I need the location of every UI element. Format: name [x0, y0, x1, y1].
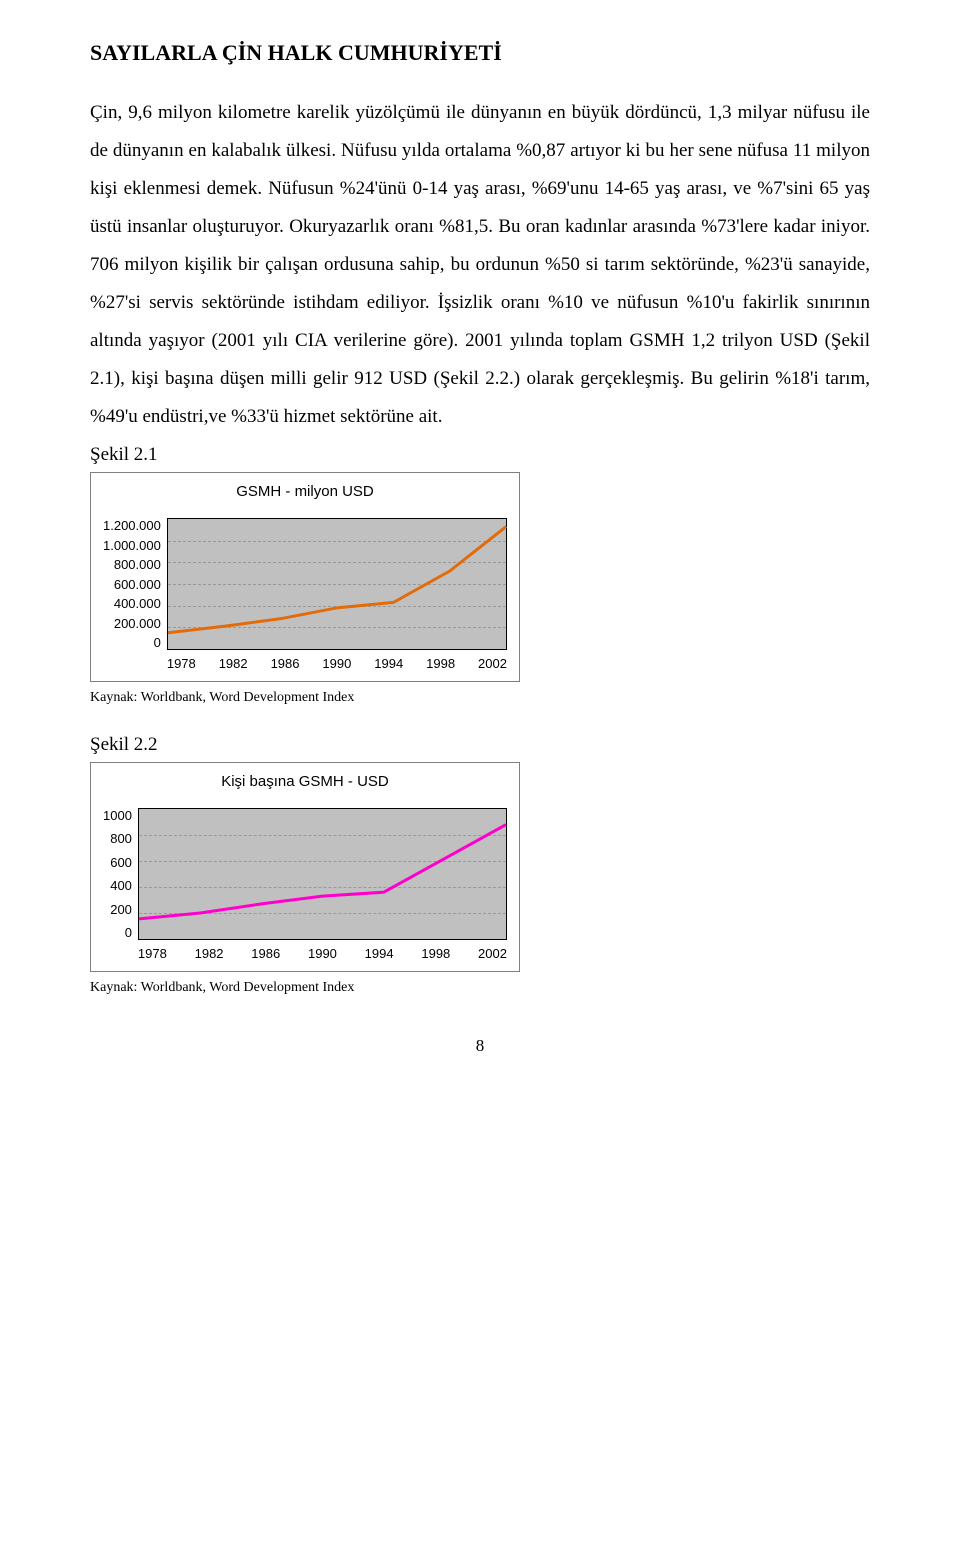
x-tick-label: 1990	[322, 656, 351, 671]
x-tick-label: 2002	[478, 656, 507, 671]
page-title: SAYILARLA ÇİN HALK CUMHURİYETİ	[90, 40, 870, 66]
chart-2-x-axis: 1978 1982 1986 1990 1994 1998 2002	[138, 946, 507, 961]
chart-1-plot-wrap: 1978 1982 1986 1990 1994 1998 2002	[167, 518, 507, 671]
chart-2-area: 10008006004002000 1978198219861990199419…	[103, 808, 507, 961]
chart-2-title: Kişi başına GSMH - USD	[103, 773, 507, 790]
x-tick-label: 2002	[478, 946, 507, 961]
y-tick-label: 1000	[103, 808, 132, 823]
x-tick-label: 1998	[426, 656, 455, 671]
chart-1-box: GSMH - milyon USD 1.200.000 1.000.000 800.…	[90, 472, 520, 682]
chart-2-plot	[138, 808, 507, 940]
x-tick-label: 1982	[195, 946, 224, 961]
chart-2-source: Kaynak: Worldbank, Word Development Inde…	[90, 980, 870, 996]
x-tick-label: 1990	[308, 946, 337, 961]
y-tick-label: 0	[103, 925, 132, 940]
y-tick-label: 200.000	[103, 616, 161, 631]
body-paragraph: Çin, 9,6 milyon kilometre karelik yüzölç…	[90, 94, 870, 436]
data-polyline	[139, 825, 506, 919]
x-tick-label: 1994	[374, 656, 403, 671]
y-tick-label: 0	[103, 635, 161, 650]
figure-label-1: Şekil 2.1	[90, 444, 870, 466]
chart-1-title: GSMH - milyon USD	[103, 483, 507, 500]
y-tick-label: 400	[103, 878, 132, 893]
x-tick-label: 1978	[167, 656, 196, 671]
data-polyline	[168, 527, 506, 633]
x-tick-label: 1978	[138, 946, 167, 961]
chart-1-y-axis: 1.200.000 1.000.000 800.000 600.000 400.000 2…	[103, 518, 167, 650]
chart-1-source: Kaynak: Worldbank, Word Development Inde…	[90, 690, 870, 706]
chart-1-plot	[167, 518, 507, 650]
x-tick-label: 1986	[251, 946, 280, 961]
chart-1-line	[168, 519, 506, 649]
x-tick-label: 1986	[271, 656, 300, 671]
y-tick-label: 1.000.000	[103, 538, 161, 553]
y-tick-label: 400.000	[103, 596, 161, 611]
chart-1-x-axis: 1978 1982 1986 1990 1994 1998 2002	[167, 656, 507, 671]
x-tick-label: 1994	[365, 946, 394, 961]
y-tick-label: 1.200.000	[103, 518, 161, 533]
chart-2-box: Kişi başına GSMH - USD 1000 800 600 400 200 0…	[90, 762, 520, 972]
chart-2-y-axis: 1000 800 600 400 200 0	[103, 808, 138, 940]
chart-2-line	[139, 809, 506, 939]
y-tick-label: 600	[103, 855, 132, 870]
x-tick-label: 1982	[219, 656, 248, 671]
page-number: 8	[90, 1036, 870, 1056]
figure-label-2: Şekil 2.2	[90, 734, 870, 756]
y-tick-label: 200	[103, 902, 132, 917]
x-tick-label: 1998	[421, 946, 450, 961]
chart-1-area: 1.200.000 1.000.000 800.000 600.000 400.000 2…	[103, 518, 507, 671]
y-tick-label: 600.000	[103, 577, 161, 592]
y-tick-label: 800.000	[103, 557, 161, 572]
page: SAYILARLA ÇİN HALK CUMHURİYETİ Çin, 9,6 …	[0, 0, 960, 1096]
y-tick-label: 800	[103, 831, 132, 846]
chart-2-plot-wrap: 1978 1982 1986 1990 1994 1998 2002	[138, 808, 507, 961]
